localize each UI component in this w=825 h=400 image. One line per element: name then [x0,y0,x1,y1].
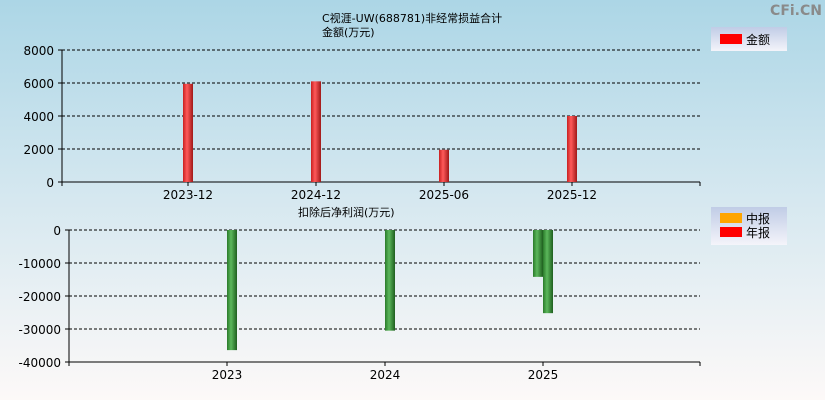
chart2-legend: 中报 年报 [711,207,787,245]
legend-label-amount: 金额 [746,32,770,47]
y-tick-label: -30000 [18,323,61,337]
x-tick-label: 2025-12 [547,188,597,202]
chart1-legend: 金额 [711,27,787,51]
y-tick-label: -20000 [18,290,61,304]
bar-2024-12 [311,81,321,182]
bar-2024-1 [385,230,395,331]
y-tick-label: -40000 [18,356,61,370]
legend-label-interim: 中报 [746,211,770,226]
y-tick-label: -10000 [18,257,61,271]
watermark: CFi.CN [770,3,822,19]
bar-2025-0 [533,230,543,277]
x-tick-label: 2025 [528,368,559,382]
legend-swatch-annual [720,227,742,237]
legend-swatch-amount [720,34,742,44]
x-tick-label: 2024 [370,368,401,382]
bar-2025-1 [543,230,553,314]
legend-label-annual: 年报 [746,225,770,240]
y-tick-label: 6000 [23,77,54,91]
x-tick-label: 2023 [212,368,243,382]
y-tick-label: 8000 [23,44,54,58]
x-tick-label: 2024-12 [291,188,341,202]
chart1-title: C视涯-UW(688781)非经常损益合计 [322,11,502,25]
bar-2025-12 [567,116,577,182]
legend-swatch-interim [720,213,742,223]
bar-2023-12 [183,83,193,182]
y-tick-label: 2000 [23,143,54,157]
bar-2023-1 [227,230,237,351]
x-tick-label: 2025-06 [419,188,469,202]
chart1-subtitle: 金额(万元) [322,25,375,39]
bar-2025-06 [439,149,449,182]
x-tick-label: 2023-12 [163,188,213,202]
y-tick-label: 4000 [23,110,54,124]
y-tick-label: 0 [53,224,61,238]
chart2-title: 扣除后净利润(万元) [298,205,395,219]
y-tick-label: 0 [46,176,54,190]
